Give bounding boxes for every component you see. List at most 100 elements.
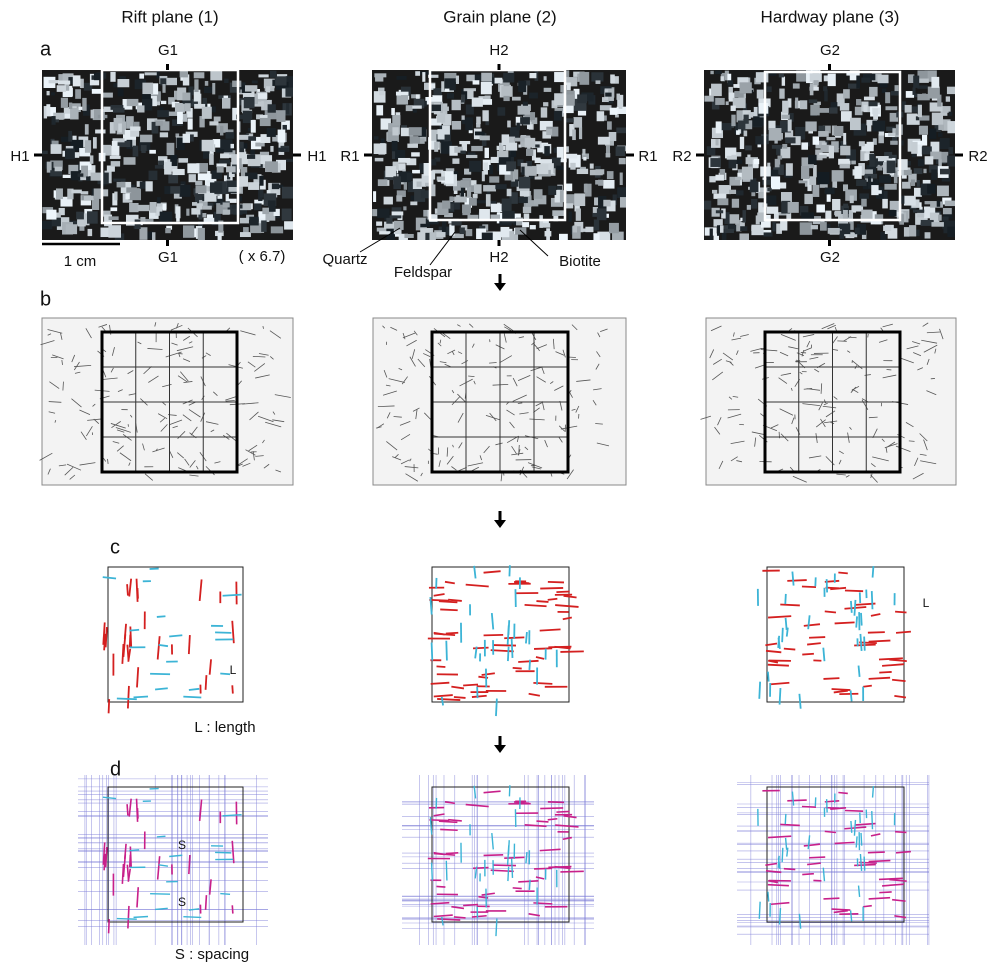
- red-crack: [484, 855, 504, 856]
- grain: [462, 120, 466, 124]
- red-crack: [200, 579, 202, 601]
- red-crack: [896, 632, 911, 633]
- grain: [546, 129, 552, 135]
- grain: [82, 98, 86, 111]
- grain: [889, 210, 897, 216]
- red-crack: [137, 808, 138, 819]
- grain: [516, 123, 520, 131]
- grain: [829, 146, 834, 159]
- grain: [736, 110, 743, 122]
- grain: [584, 184, 588, 193]
- red-crack: [896, 852, 911, 853]
- red-crack: [536, 657, 544, 659]
- grain: [552, 210, 564, 216]
- grain: [771, 176, 780, 189]
- blue-crack: [496, 699, 497, 717]
- grain: [573, 225, 577, 232]
- grain: [525, 138, 536, 148]
- grain: [222, 98, 230, 109]
- grain: [523, 207, 531, 213]
- grain: [785, 137, 795, 143]
- grain: [495, 184, 506, 189]
- grain: [534, 189, 543, 199]
- red-crack: [451, 907, 464, 909]
- grain: [810, 83, 814, 95]
- grain: [873, 108, 878, 119]
- grain: [259, 176, 263, 186]
- red-crack: [548, 599, 558, 600]
- blue-crack: [159, 865, 168, 866]
- red-crack: [437, 699, 460, 700]
- blue-crack: [492, 833, 493, 849]
- grain: [161, 101, 166, 104]
- red-crack: [446, 853, 458, 854]
- grain: [793, 83, 800, 88]
- grain: [603, 180, 614, 189]
- blue-crack: [512, 639, 513, 658]
- grain: [805, 121, 816, 131]
- grain: [712, 190, 717, 194]
- blue-crack: [860, 634, 861, 651]
- blue-crack: [859, 886, 860, 897]
- grain: [728, 80, 733, 85]
- grain: [251, 120, 256, 133]
- blue-crack: [432, 863, 433, 881]
- grain: [818, 131, 829, 137]
- grain: [715, 175, 724, 181]
- grain: [843, 89, 850, 98]
- grain: [192, 202, 197, 206]
- red-crack: [232, 685, 233, 693]
- grain: [407, 144, 418, 148]
- red-crack: [845, 591, 863, 592]
- grain: [176, 206, 181, 218]
- red-crack: [472, 916, 487, 917]
- grain: [157, 197, 161, 203]
- grain: [947, 121, 955, 133]
- blue-crack: [215, 852, 231, 853]
- grain: [795, 98, 798, 109]
- red-crack: [766, 651, 781, 652]
- grain: [460, 186, 464, 198]
- blue-crack: [823, 648, 824, 662]
- red-crack: [804, 624, 820, 626]
- red-crack: [439, 601, 457, 602]
- orientation-label: R2: [672, 148, 691, 165]
- red-crack: [466, 585, 489, 587]
- grain: [753, 116, 765, 126]
- grain: [407, 173, 413, 180]
- grain: [616, 94, 619, 100]
- grain: [392, 127, 398, 135]
- red-crack: [560, 871, 583, 872]
- grain: [391, 108, 395, 115]
- grain: [859, 193, 868, 198]
- red-crack: [563, 838, 572, 840]
- grain: [938, 132, 942, 136]
- blue-crack: [786, 838, 787, 850]
- grain: [195, 185, 206, 193]
- red-crack: [534, 868, 552, 869]
- blue-crack: [220, 674, 230, 675]
- red-crack: [784, 649, 795, 650]
- grain: [92, 199, 99, 210]
- grain: [465, 117, 473, 130]
- grain: [485, 148, 489, 158]
- grain: [149, 171, 158, 180]
- grain: [422, 72, 425, 82]
- red-crack: [137, 887, 138, 907]
- grain: [286, 159, 293, 162]
- red-crack: [518, 661, 538, 662]
- red-crack: [868, 852, 885, 853]
- red-crack: [771, 903, 789, 905]
- grain: [490, 201, 496, 204]
- grain: [462, 204, 471, 213]
- grain: [46, 104, 50, 116]
- grain: [180, 71, 188, 77]
- grain: [925, 156, 934, 164]
- grain: [583, 157, 586, 161]
- grain: [412, 170, 420, 174]
- grain: [268, 104, 276, 112]
- red-crack: [122, 644, 123, 664]
- grain: [189, 174, 196, 182]
- grain: [931, 222, 943, 227]
- grain: [429, 232, 435, 240]
